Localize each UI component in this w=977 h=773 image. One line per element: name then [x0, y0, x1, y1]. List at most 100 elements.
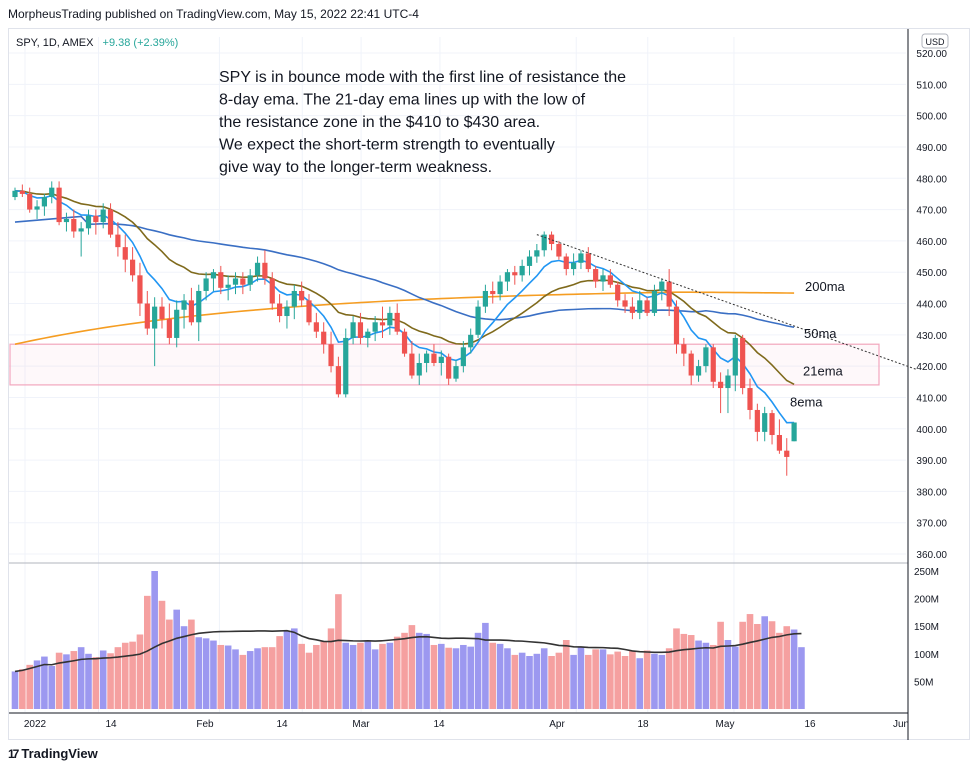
price-tick-label: 480.00	[916, 174, 947, 185]
chart-frame	[8, 28, 970, 740]
volume-bar	[313, 644, 320, 709]
time-tick-label: Feb	[196, 719, 214, 730]
candle-body	[446, 356, 452, 379]
volume-bar	[335, 594, 342, 709]
currency-badge-frame[interactable]	[921, 33, 949, 49]
time-tick-label: 16	[804, 719, 816, 730]
volume-bar	[217, 644, 225, 709]
volume-bar	[585, 654, 592, 709]
volume-bar	[732, 646, 739, 709]
candle-body	[622, 300, 628, 307]
candle-body	[232, 278, 239, 285]
time-tick-label: 14	[105, 719, 117, 730]
volume-bar	[526, 656, 533, 709]
volume-bar	[415, 632, 423, 709]
volume-bar	[151, 571, 158, 709]
candle-body	[225, 284, 231, 288]
volume-bar	[254, 648, 261, 709]
price-tick-label: 510.00	[916, 80, 947, 91]
candle-body	[159, 306, 165, 320]
candle-body	[130, 259, 136, 276]
candle-body	[666, 281, 672, 307]
price-tick-label: 490.00	[916, 143, 947, 154]
volume-bar	[129, 641, 136, 709]
volume-bar	[783, 626, 791, 709]
candle-body	[504, 272, 511, 282]
candle-body	[218, 272, 224, 288]
candle-body	[644, 300, 650, 313]
candle-body	[534, 250, 540, 257]
volume-bar	[709, 644, 717, 709]
candle-body	[387, 312, 393, 326]
series-labels: 200ma 50ma 21ema 8ema	[790, 279, 846, 410]
candle-body	[593, 269, 599, 282]
volume-bar	[261, 647, 269, 709]
candle-body	[41, 197, 47, 207]
candle-body	[695, 366, 702, 376]
annotation-line: give way to the longer-term weakness.	[219, 159, 492, 176]
price-tick-label: 360.00	[916, 550, 947, 561]
time-tick-label: 14	[276, 719, 288, 730]
volume-ma-line	[14, 629, 802, 673]
volume-bar	[114, 647, 122, 709]
candle-body	[703, 347, 709, 367]
volume-bar	[504, 648, 511, 709]
candle-body	[409, 353, 415, 376]
volume-bar	[349, 644, 357, 709]
candle-body	[747, 388, 753, 410]
annotation-line: SPY is in bounce mode with the first lin…	[219, 69, 626, 86]
candle-body	[34, 206, 40, 210]
volume-bar	[268, 647, 276, 709]
candle-body	[424, 353, 430, 363]
volume-bar	[636, 658, 644, 709]
candle-body	[152, 306, 158, 329]
annotation-line: 8-day ema. The 21-day ema lines up with …	[219, 92, 586, 109]
candle-body	[85, 215, 92, 229]
candle-body	[548, 234, 555, 245]
tradingview-logo[interactable]: 17 TradingView	[8, 746, 98, 761]
candle-body	[379, 322, 386, 326]
candle-body	[203, 278, 209, 291]
candle-body	[306, 300, 312, 323]
volume-bar	[224, 645, 232, 709]
volume-bar	[489, 642, 497, 709]
candle-body	[115, 234, 121, 248]
candle-body	[541, 234, 547, 251]
candle-body	[174, 309, 180, 338]
time-tick-label: Jun	[893, 719, 909, 730]
volume-bar	[621, 656, 629, 709]
candle-body	[78, 228, 84, 232]
volume-bar	[607, 654, 614, 709]
volume-bar	[41, 656, 48, 709]
candle-body	[453, 366, 459, 379]
volume-bar	[298, 643, 305, 709]
candle-body	[71, 218, 77, 232]
price-tick-label: 410.00	[916, 393, 947, 404]
volume-bar	[467, 646, 474, 709]
volume-bar	[158, 600, 166, 709]
price-tick-label: 450.00	[916, 268, 947, 279]
price-tick-label: 400.00	[916, 425, 947, 436]
volume-bar	[511, 654, 519, 709]
candle-body	[416, 362, 422, 376]
volume-bar	[408, 625, 416, 709]
volume-bar	[305, 652, 313, 709]
candle-body	[137, 275, 143, 304]
candle-body	[357, 322, 364, 338]
candle-body	[607, 275, 613, 285]
volume-bar	[144, 595, 151, 709]
volume-bar	[11, 671, 19, 709]
volume-bar	[180, 626, 188, 709]
volume-bar	[430, 644, 438, 709]
footer-brand: TradingView	[21, 746, 98, 761]
candle-body	[107, 209, 114, 235]
candle-body	[144, 303, 150, 329]
volume-bar	[166, 619, 173, 709]
candle-body	[659, 281, 665, 291]
volume-bar	[665, 648, 673, 709]
candle-body	[254, 262, 261, 276]
volume-bar	[460, 644, 467, 709]
volume-bar	[320, 641, 327, 709]
volume-bar	[48, 665, 56, 709]
